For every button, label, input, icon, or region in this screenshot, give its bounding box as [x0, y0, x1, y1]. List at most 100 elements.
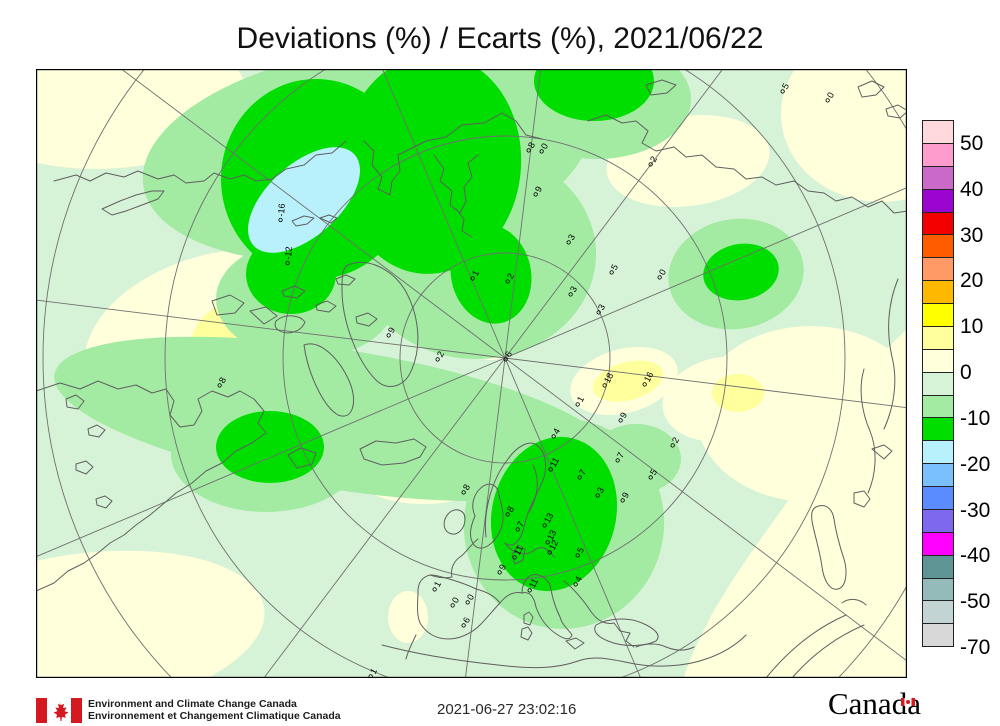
- svg-text:7: 7: [615, 451, 626, 460]
- colorbar-tick-label: -40: [960, 544, 991, 568]
- svg-text:5: 5: [780, 82, 791, 91]
- deviation-map: -16 -12 2 3 3 5 0 6 1 4 18 16 9 7 2 5 11 7 3 9 8 7 13 13 12 11 9 5 1…: [36, 69, 907, 678]
- station-value-label: 1: [432, 580, 443, 592]
- station-value-label: 5: [575, 546, 586, 558]
- svg-text:9: 9: [386, 326, 397, 335]
- station-value-label: 2: [670, 436, 681, 448]
- svg-text:7: 7: [577, 468, 588, 477]
- colorbar-swatch: [923, 189, 953, 213]
- svg-text:8: 8: [505, 505, 516, 514]
- station-value-label: 9: [618, 411, 629, 423]
- svg-text:2: 2: [670, 436, 681, 445]
- station-value-label: 3: [596, 303, 607, 315]
- station-value-label: 5: [780, 82, 791, 94]
- station-value-label: 2: [435, 350, 446, 362]
- colorbar-swatch: [923, 143, 953, 167]
- colorbar-swatch: [923, 532, 953, 556]
- cyan-core-fill: [248, 147, 360, 253]
- svg-text:3: 3: [568, 285, 579, 294]
- station-value-label: 11: [527, 577, 540, 593]
- svg-text:0: 0: [825, 91, 836, 100]
- colorbar-tick-label: -20: [960, 452, 991, 476]
- station-value-label: 7: [615, 451, 626, 463]
- colorbar-swatch: [923, 555, 953, 579]
- colorbar-swatch: [923, 326, 953, 350]
- colorbar-tick-label: 40: [960, 177, 984, 201]
- generation-timestamp: 2021-06-27 23:02:16: [437, 701, 577, 718]
- station-value-label: 0: [657, 268, 668, 280]
- station-value-label: 13: [542, 511, 556, 528]
- svg-text:9: 9: [497, 563, 508, 572]
- station-value-label: 0: [465, 593, 476, 605]
- svg-text:9: 9: [620, 491, 631, 500]
- colorbar-tick-label: 20: [960, 269, 984, 293]
- station-value-label: 4: [551, 427, 562, 439]
- colorbar-swatch: [923, 121, 953, 144]
- colorbar-swatch: [923, 304, 953, 327]
- svg-text:1: 1: [470, 269, 481, 278]
- colorbar-tick-label: -70: [960, 636, 991, 659]
- svg-text:6: 6: [503, 350, 514, 359]
- svg-text:4: 4: [573, 575, 584, 584]
- station-value-label: 0: [450, 596, 461, 608]
- colorbar-tick-label: -10: [960, 406, 991, 430]
- station-value-label: 2: [505, 272, 516, 284]
- station-value-label: 0: [825, 91, 836, 103]
- svg-text:9: 9: [533, 185, 544, 194]
- station-value-label: 16: [642, 370, 656, 387]
- svg-text:0: 0: [539, 142, 550, 151]
- station-value-label: 11: [548, 456, 561, 472]
- colorbar-swatch: [923, 509, 953, 533]
- svg-text:2: 2: [435, 350, 446, 359]
- svg-text:8: 8: [526, 141, 537, 150]
- svg-text:13: 13: [542, 511, 556, 525]
- station-value-label: 8: [217, 376, 228, 388]
- svg-text:2: 2: [505, 272, 516, 281]
- eccc-signature-fr: Environnement et Changement Climatique C…: [88, 709, 341, 722]
- wordmark-flag-icon: [901, 693, 915, 711]
- station-value-label: 2: [648, 155, 659, 167]
- svg-text:5: 5: [575, 546, 586, 555]
- svg-text:5: 5: [609, 263, 620, 272]
- colorbar-swatch: [923, 258, 953, 282]
- station-value-label: 1: [575, 395, 586, 407]
- svg-text:3: 3: [596, 303, 607, 312]
- colorbar-swatch: [923, 166, 953, 190]
- svg-text:9: 9: [618, 411, 629, 420]
- svg-text:11: 11: [512, 544, 525, 557]
- colorbar-tick-label: 0: [960, 361, 972, 385]
- colorbar-swatch: [923, 487, 953, 510]
- station-value-label: 7: [515, 520, 526, 532]
- station-value-label: 9: [386, 326, 397, 338]
- svg-text:3: 3: [595, 486, 606, 495]
- svg-text:7: 7: [515, 520, 526, 529]
- colorbar: [922, 120, 954, 647]
- svg-text:3: 3: [566, 233, 577, 242]
- station-value-label: 8: [505, 505, 516, 517]
- station-value-label: 9: [533, 185, 544, 197]
- svg-text:18: 18: [602, 371, 616, 385]
- station-value-label: 6: [461, 616, 472, 628]
- station-value-label: 7: [577, 468, 588, 480]
- station-value-label: 8: [461, 483, 472, 495]
- colorbar-swatch: [923, 624, 953, 647]
- canada-flag-icon: [36, 698, 82, 726]
- svg-text:0: 0: [657, 268, 668, 277]
- svg-text:-12: -12: [283, 246, 294, 260]
- colorbar-tick-label: -50: [960, 590, 991, 614]
- station-value-label: 6: [503, 350, 514, 362]
- station-value-label: -12: [283, 246, 294, 266]
- station-value-label: 13: [545, 528, 559, 545]
- svg-text:-16: -16: [276, 203, 287, 217]
- svg-text:13: 13: [545, 528, 559, 542]
- colorbar-swatch: [923, 395, 953, 419]
- svg-text:4: 4: [551, 427, 562, 436]
- eccc-signature: Environment and Climate Change Canada En…: [88, 698, 341, 722]
- station-value-label: 0: [539, 142, 550, 154]
- colorbar-swatch: [923, 281, 953, 304]
- station-value-label: 5: [648, 468, 659, 480]
- svg-text:16: 16: [642, 370, 656, 384]
- svg-text:1: 1: [368, 667, 379, 676]
